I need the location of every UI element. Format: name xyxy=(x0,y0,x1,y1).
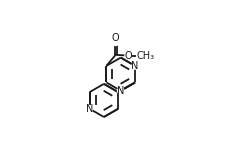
Circle shape xyxy=(132,63,138,69)
Text: N: N xyxy=(86,104,93,114)
Circle shape xyxy=(118,88,124,94)
Text: O: O xyxy=(124,51,132,61)
Text: N: N xyxy=(117,86,124,96)
Text: O: O xyxy=(112,33,120,43)
Circle shape xyxy=(113,40,119,46)
Circle shape xyxy=(86,106,93,112)
Circle shape xyxy=(125,53,131,58)
Text: N: N xyxy=(131,61,139,71)
Text: CH₃: CH₃ xyxy=(136,51,154,61)
